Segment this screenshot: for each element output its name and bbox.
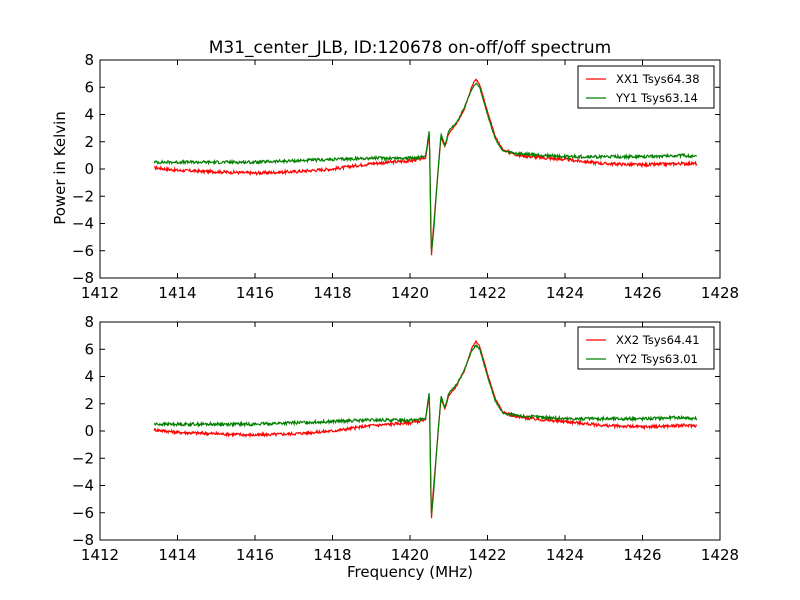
x-tick-label: 1426 <box>623 546 661 564</box>
legend-box <box>577 326 715 370</box>
x-tick-label: 1418 <box>313 546 351 564</box>
legend-box <box>577 65 715 109</box>
y-tick-label: −2 <box>72 187 94 205</box>
y-tick-label: −4 <box>72 477 94 495</box>
x-tick-label: 1414 <box>158 546 196 564</box>
series-line-xx2 <box>153 340 698 519</box>
x-tick-label: 1414 <box>158 284 196 302</box>
legend-label: XX1 Tsys64.38 <box>616 72 700 86</box>
x-tick-label: 1418 <box>313 284 351 302</box>
x-tick-label: 1422 <box>468 546 506 564</box>
x-tick-label: 1412 <box>81 284 119 302</box>
y-tick-label: −4 <box>72 215 94 233</box>
bottom-panel: 1412 1414 1416 1418 1420 1422 1424 1426 1428 −8 −6… <box>72 313 739 564</box>
x-tick-label: 1424 <box>546 284 584 302</box>
y-tick-label: −6 <box>72 242 94 260</box>
series-line-xx1 <box>154 78 698 256</box>
x-tick-label: 1424 <box>546 546 584 564</box>
x-tick-label: 1420 <box>391 284 429 302</box>
x-tick-label: 1416 <box>236 284 274 302</box>
y-tick-label: −2 <box>72 449 94 467</box>
legend-label: XX2 Tsys64.41 <box>616 333 700 347</box>
x-tick-label: 1428 <box>701 546 739 564</box>
x-tick-label: 1422 <box>468 284 506 302</box>
top-panel: 1412 1414 1416 1418 1420 1422 1424 1426 1428 −8 −6… <box>72 51 739 302</box>
y-tick-label: 4 <box>84 106 94 124</box>
x-tick-label: 1426 <box>623 284 661 302</box>
x-tick-label: 1416 <box>236 546 274 564</box>
legend-label: YY1 Tsys63.14 <box>615 91 698 105</box>
y-axis-label: Power in Kelvin <box>51 111 69 225</box>
y-tick-label: −8 <box>72 269 94 287</box>
y-tick-label: 8 <box>84 51 94 69</box>
y-tick-label: 0 <box>84 422 94 440</box>
y-tick-label: 8 <box>84 313 94 331</box>
y-tick-label: 0 <box>84 160 94 178</box>
series-line-yy2 <box>153 343 698 515</box>
legend-label: YY2 Tsys63.01 <box>615 352 698 366</box>
y-tick-label: 2 <box>84 133 94 151</box>
y-tick-label: 6 <box>84 340 94 358</box>
y-tick-label: −8 <box>72 531 94 549</box>
x-tick-label: 1412 <box>81 546 119 564</box>
y-tick-label: 6 <box>84 78 94 96</box>
y-tick-label: 2 <box>84 395 94 413</box>
x-axis-label: Frequency (MHz) <box>347 563 473 581</box>
y-tick-label: 4 <box>84 368 94 386</box>
x-tick-label: 1420 <box>391 546 429 564</box>
series-line-yy1 <box>153 82 698 252</box>
y-tick-label: −6 <box>72 504 94 522</box>
x-tick-label: 1428 <box>701 284 739 302</box>
figure-title: M31_center_JLB, ID:120678 on-off/off spe… <box>209 38 612 58</box>
